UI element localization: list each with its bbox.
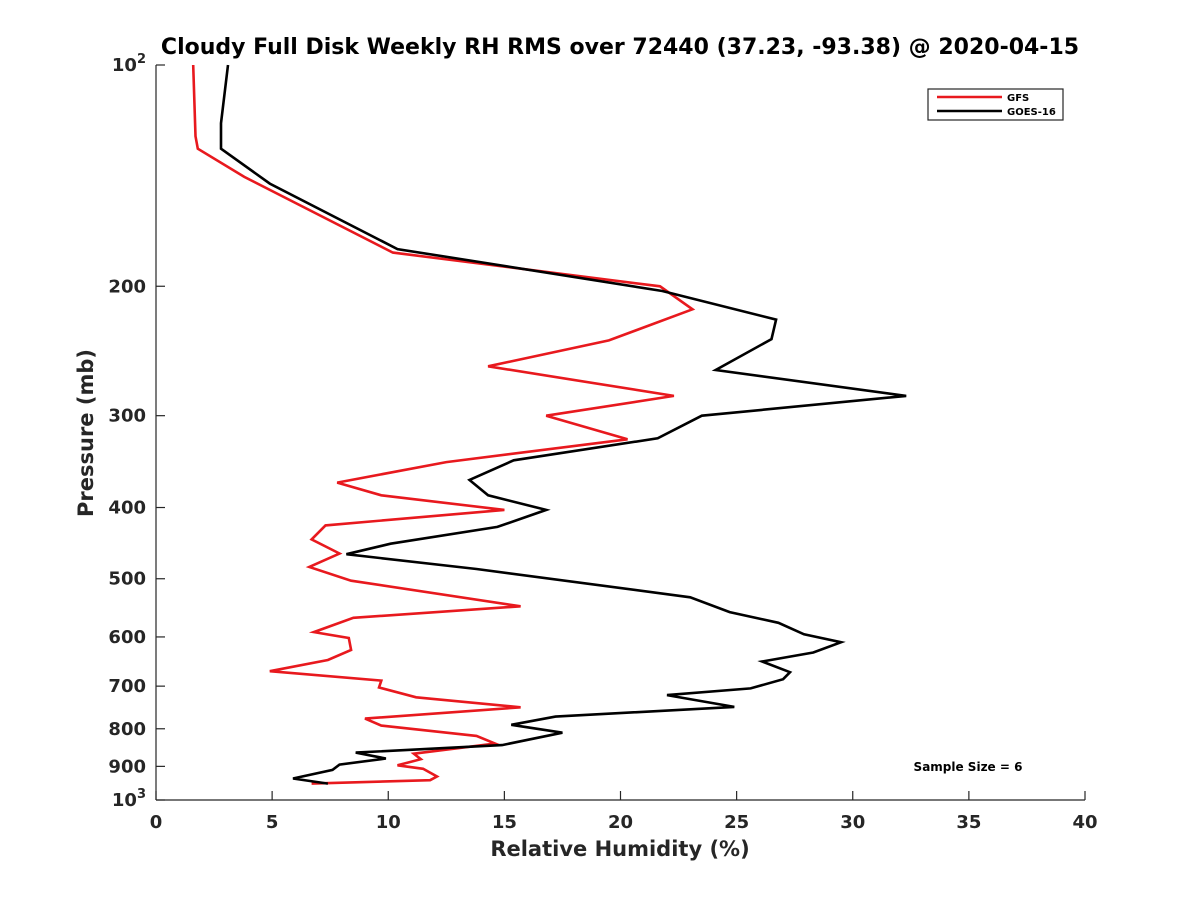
series-layer — [191, 64, 907, 785]
x-ticks: 0 5 10 15 20 25 30 35 40 — [150, 791, 1098, 833]
x-tick-label: 25 — [724, 812, 749, 833]
x-tick-label: 0 — [150, 812, 163, 833]
y-tick-label: 500 — [108, 569, 146, 590]
legend-box — [927, 88, 1064, 121]
y-tick-exponent: 3 — [137, 787, 146, 802]
x-tick-label: 40 — [1072, 812, 1097, 833]
y-tick-exponent: 2 — [137, 52, 146, 67]
x-tick-label: 20 — [608, 812, 633, 833]
x-tick-label: 15 — [492, 812, 517, 833]
y-tick-base: 10 — [112, 790, 137, 811]
x-tick-label: 30 — [840, 812, 865, 833]
chart-title: Cloudy Full Disk Weekly RH RMS over 7244… — [161, 35, 1079, 60]
x-tick-label: 35 — [956, 812, 981, 833]
y-tick-label: 102 — [112, 52, 146, 76]
legend-label: GFS — [1007, 93, 1029, 104]
y-axis-label: Pressure (mb) — [74, 349, 98, 517]
series-line-goes-16 — [219, 64, 907, 785]
plot-area — [155, 65, 1085, 801]
y-tick-base: 10 — [112, 55, 137, 76]
x-tick-label: 5 — [266, 812, 279, 833]
y-tick-label: 800 — [108, 719, 146, 740]
y-tick-label: 900 — [108, 756, 146, 777]
y-tick-label: 700 — [108, 676, 146, 697]
legend-label: GOES-16 — [1007, 107, 1056, 118]
sample-size-annotation: Sample Size = 6 — [914, 760, 1023, 774]
x-axis-label: Relative Humidity (%) — [490, 837, 749, 861]
y-tick-label: 400 — [108, 498, 146, 519]
series-line-gfs — [191, 64, 696, 785]
y-tick-label: 300 — [108, 406, 146, 427]
y-tick-label: 600 — [108, 627, 146, 648]
x-tick-label: 10 — [376, 812, 401, 833]
legend: GFS GOES-16 — [927, 88, 1064, 121]
y-tick-label: 103 — [112, 787, 146, 811]
y-tick-label: 200 — [108, 276, 146, 297]
